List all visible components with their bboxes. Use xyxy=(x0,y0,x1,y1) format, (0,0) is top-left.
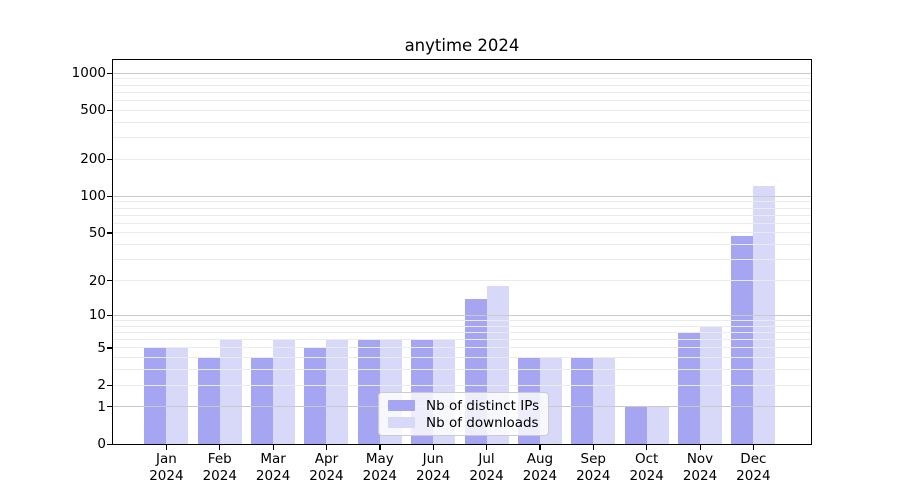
y-tick-mark xyxy=(107,314,112,316)
legend-entry: Nb of downloads xyxy=(388,415,540,430)
x-tick-mark xyxy=(219,445,221,450)
bar-downloads xyxy=(273,339,296,444)
x-tick-month: Nov xyxy=(686,451,714,467)
bar-downloads xyxy=(219,339,242,444)
chart-title: anytime 2024 xyxy=(404,36,520,55)
x-tick-month: Jul xyxy=(478,451,495,467)
x-tick-label: Jul 2024 xyxy=(455,451,519,484)
y-tick-mark xyxy=(107,443,112,445)
y-tick-mark xyxy=(107,72,112,74)
y-tick-label: 0 xyxy=(97,436,106,452)
y-tick-label: 10 xyxy=(88,307,106,324)
x-tick-year: 2024 xyxy=(576,467,611,484)
x-tick-label: Sep 2024 xyxy=(561,451,625,484)
x-tick-label: Aug 2024 xyxy=(508,451,572,484)
y-tick-mark xyxy=(107,158,112,161)
x-tick-mark xyxy=(325,445,328,450)
x-tick-year: 2024 xyxy=(309,467,344,484)
x-tick-label: Apr 2024 xyxy=(294,451,358,484)
x-tick-mark xyxy=(646,445,648,450)
x-tick-mark xyxy=(379,445,381,450)
bar-downloads xyxy=(593,357,616,444)
x-tick-label: Feb 2024 xyxy=(188,451,252,484)
y-tick-label: 200 xyxy=(80,151,106,168)
x-tick-year: 2024 xyxy=(202,467,237,484)
bar-distinct-ips xyxy=(197,357,220,444)
legend: Nb of distinct IPs Nb of downloads xyxy=(378,392,549,436)
legend-label: Nb of distinct IPs xyxy=(426,397,540,414)
bar-distinct-ips xyxy=(571,357,594,444)
x-tick-mark xyxy=(165,445,168,450)
y-tick-mark xyxy=(107,232,112,234)
bar-downloads xyxy=(700,326,722,444)
y-tick-mark xyxy=(107,195,112,197)
x-tick-label: Oct 2024 xyxy=(615,451,679,484)
bar-distinct-ips xyxy=(624,406,647,444)
x-tick-month: Jun xyxy=(422,451,444,467)
x-tick-mark xyxy=(539,445,541,450)
bar-distinct-ips xyxy=(304,347,327,444)
x-tick-year: 2024 xyxy=(522,467,558,484)
x-tick-mark xyxy=(752,445,755,450)
legend-label: Nb of downloads xyxy=(426,414,539,431)
x-tick-mark xyxy=(699,445,701,450)
bar-distinct-ips xyxy=(678,332,700,444)
x-tick-label: Mar 2024 xyxy=(241,451,305,484)
y-tick-mark xyxy=(107,280,112,282)
bar-downloads xyxy=(753,186,776,444)
x-tick-year: 2024 xyxy=(469,467,504,484)
y-tick-label: 5 xyxy=(97,339,106,356)
plot-area: Nb of distinct IPs Nb of downloads xyxy=(112,59,812,445)
x-tick-year: 2024 xyxy=(736,467,771,484)
bar-distinct-ips xyxy=(251,357,274,444)
x-tick-mark xyxy=(486,445,488,450)
legend-swatch xyxy=(388,400,415,411)
legend-entry: Nb of distinct IPs xyxy=(388,398,540,413)
x-tick-label: May 2024 xyxy=(348,451,412,484)
bar-distinct-ips xyxy=(731,236,754,444)
x-tick-month: Apr xyxy=(314,451,339,467)
x-tick-year: 2024 xyxy=(362,467,397,484)
x-tick-label: Nov 2024 xyxy=(668,451,732,484)
x-tick-month: Feb xyxy=(207,451,232,467)
x-tick-year: 2024 xyxy=(149,467,184,484)
bar-downloads xyxy=(646,406,669,444)
x-tick-month: Oct xyxy=(634,451,659,467)
y-tick-label: 2 xyxy=(97,377,106,394)
bar-downloads xyxy=(166,347,189,444)
y-tick-mark xyxy=(107,347,112,349)
legend-swatch xyxy=(388,417,415,428)
y-tick-label: 20 xyxy=(88,272,106,289)
bar-distinct-ips xyxy=(357,339,380,444)
y-tick-mark xyxy=(107,384,112,386)
y-tick-label: 1 xyxy=(97,398,106,415)
y-tick-label: 100 xyxy=(80,188,106,205)
y-tick-mark xyxy=(107,406,112,408)
x-tick-month: Mar xyxy=(260,451,286,467)
y-tick-mark xyxy=(107,109,112,111)
y-tick-label: 500 xyxy=(80,102,106,119)
x-tick-label: Jun 2024 xyxy=(401,451,465,484)
y-tick-label: 50 xyxy=(88,224,106,241)
x-tick-year: 2024 xyxy=(416,467,451,484)
x-tick-mark xyxy=(272,445,274,450)
x-tick-month: Aug xyxy=(526,451,554,467)
bar-downloads xyxy=(326,339,349,444)
x-tick-mark xyxy=(432,445,434,450)
x-tick-month: Dec xyxy=(740,451,767,467)
x-tick-year: 2024 xyxy=(682,467,718,484)
x-tick-month: May xyxy=(365,451,394,467)
x-tick-label: Dec 2024 xyxy=(721,451,785,484)
y-tick-label: 1000 xyxy=(71,65,106,82)
x-tick-mark xyxy=(592,445,594,450)
x-tick-year: 2024 xyxy=(629,467,664,484)
x-tick-label: Jan 2024 xyxy=(134,451,198,484)
x-tick-year: 2024 xyxy=(255,467,291,484)
x-tick-month: Sep xyxy=(580,451,606,467)
bars-layer xyxy=(113,60,811,444)
x-tick-month: Jan xyxy=(155,451,177,467)
bar-distinct-ips xyxy=(144,347,167,444)
